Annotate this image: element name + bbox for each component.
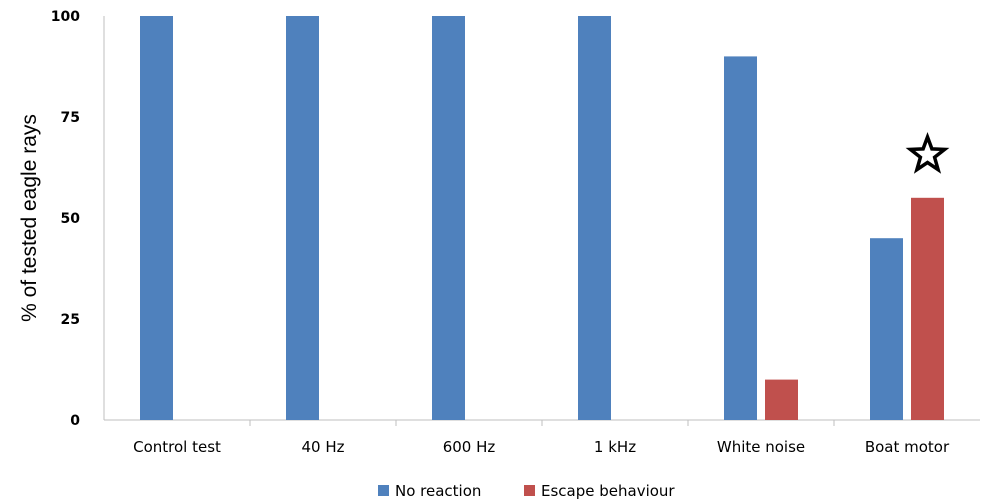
bar-no-reaction bbox=[432, 16, 465, 420]
category-labels: Control test 40 Hz 600 Hz 1 kHz White noise B… bbox=[133, 438, 950, 456]
star-icon bbox=[905, 131, 950, 174]
annotations bbox=[905, 131, 950, 174]
y-tick-label: 25 bbox=[61, 312, 80, 328]
bar-no-reaction bbox=[870, 238, 903, 420]
legend-swatch bbox=[524, 485, 535, 496]
bar-no-reaction bbox=[578, 16, 611, 420]
category-label: 600 Hz bbox=[443, 438, 496, 456]
bar-no-reaction bbox=[140, 16, 173, 420]
legend-swatch bbox=[378, 485, 389, 496]
legend: No reaction Escape behaviour bbox=[378, 482, 675, 500]
category-label: White noise bbox=[717, 438, 805, 456]
y-tick-label: 100 bbox=[51, 9, 80, 25]
y-tick-labels: 0 25 50 75 100 bbox=[51, 9, 80, 429]
category-label: Control test bbox=[133, 438, 221, 456]
category-label: 40 Hz bbox=[301, 438, 344, 456]
y-tick-label: 50 bbox=[61, 211, 81, 227]
y-axis-label: % of tested eagle rays bbox=[18, 114, 41, 322]
bar-no-reaction bbox=[286, 16, 319, 420]
legend-label: No reaction bbox=[395, 482, 481, 500]
bar-escape-behaviour bbox=[911, 197, 944, 420]
x-tick-marks bbox=[249, 420, 835, 426]
bars bbox=[140, 16, 944, 421]
category-label: 1 kHz bbox=[594, 438, 636, 456]
bar-escape-behaviour bbox=[765, 379, 798, 420]
legend-label: Escape behaviour bbox=[541, 482, 675, 500]
y-tick-label: 75 bbox=[61, 110, 80, 126]
bar-no-reaction bbox=[724, 56, 757, 421]
category-label: Boat motor bbox=[865, 438, 950, 456]
y-tick-label: 0 bbox=[70, 413, 80, 429]
